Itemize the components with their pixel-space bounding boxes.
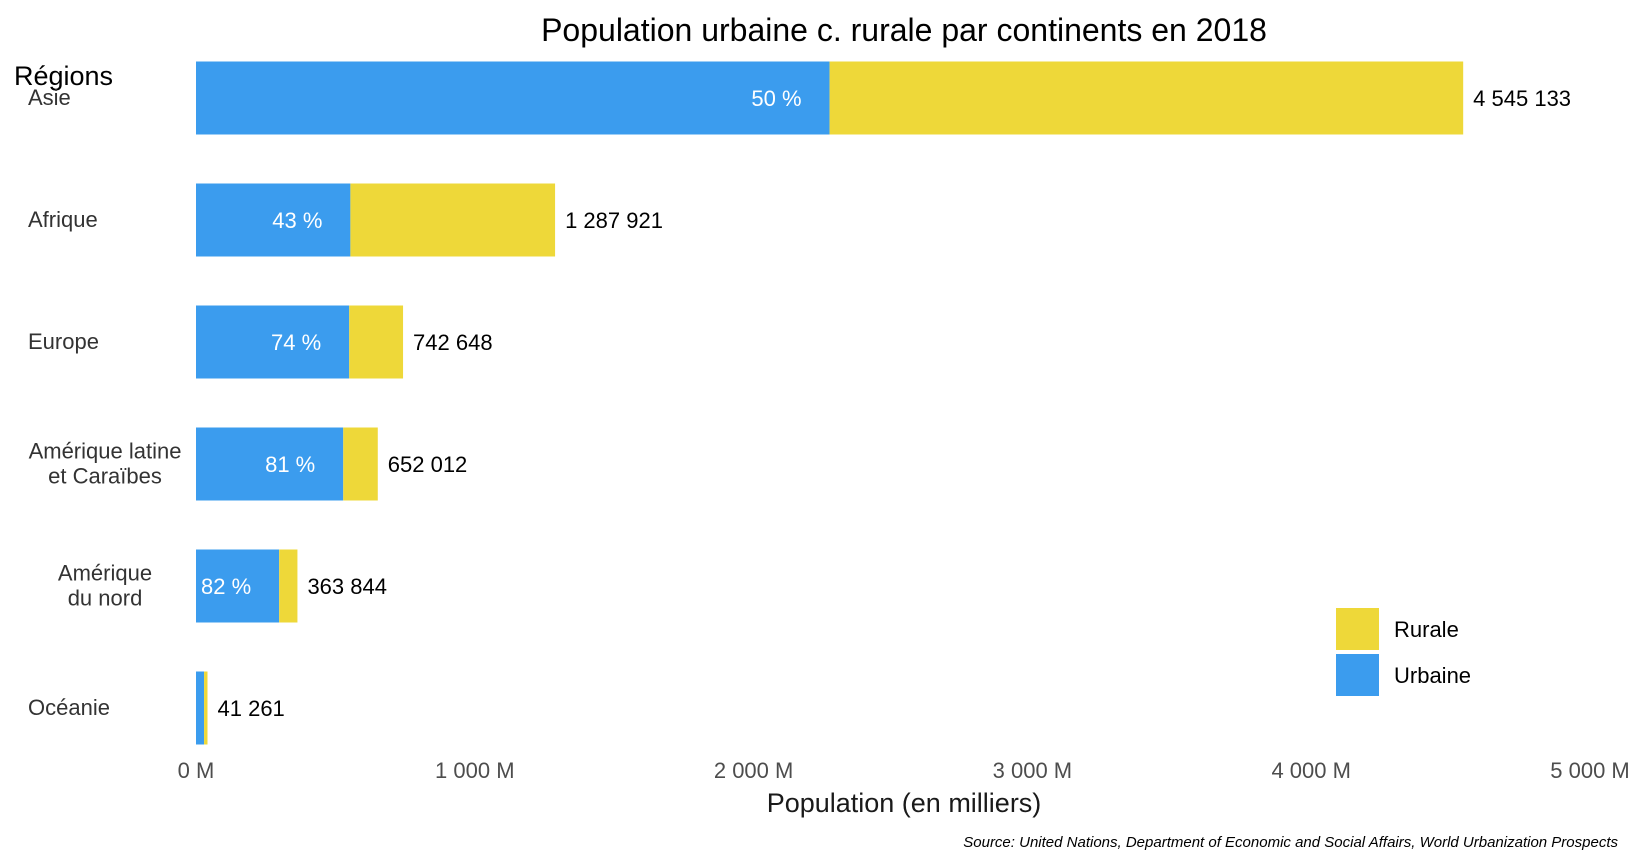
urban-share-label-afrique: 43 %: [272, 208, 322, 233]
urban-share-label-europe: 74 %: [271, 330, 321, 355]
urban-share-label-asie: 50 %: [751, 86, 801, 111]
legend-label-rurale: Rurale: [1394, 617, 1459, 642]
legend-key-urbaine: [1336, 654, 1379, 696]
category-label-afrique: Afrique: [28, 207, 98, 232]
bar-urbaine-afrique: [196, 183, 351, 257]
total-label-amerique-du-nord: 363 844: [307, 574, 387, 599]
bar-urbaine-asie: [196, 61, 830, 135]
x-tick-label-3: 3 000 M: [993, 758, 1073, 783]
total-label-afrique: 1 287 921: [565, 208, 663, 233]
x-axis-title: Population (en milliers): [767, 788, 1042, 818]
bar-rurale-amerique-latine-et-caraibes: [343, 427, 378, 501]
urban-share-label-amerique-latine-et-caraibes: 81 %: [265, 452, 315, 477]
x-tick-label-5: 5 000 M: [1550, 758, 1630, 783]
bar-rurale-oceanie: [204, 671, 208, 745]
bar-rurale-asie: [829, 61, 1464, 135]
bar-urbaine-europe: [196, 305, 350, 379]
category-label-amerique-du-nord-line-2: du nord: [68, 586, 143, 611]
category-label-amerique-latine-et-caraibes-line-1: Amérique latine: [29, 439, 182, 464]
bar-rurale-europe: [349, 305, 404, 379]
category-label-amerique-latine-et-caraibes-line-2: et Caraïbes: [48, 464, 162, 489]
total-label-oceanie: 41 261: [218, 696, 285, 721]
y-axis-title: Régions: [14, 61, 113, 91]
x-tick-label-4: 4 000 M: [1271, 758, 1351, 783]
chart-title: Population urbaine c. rurale par contine…: [541, 12, 1267, 48]
x-tick-label-1: 1 000 M: [435, 758, 515, 783]
total-label-europe: 742 648: [413, 330, 493, 355]
category-label-europe: Europe: [28, 329, 99, 354]
bar-urbaine-amerique-latine-et-caraibes: [196, 427, 344, 501]
category-label-oceanie: Océanie: [28, 695, 110, 720]
bars-group: Asie 50 % 4 545 133 Afrique 43 % 1 287 921 Eur…: [28, 61, 1571, 745]
total-label-asie: 4 545 133: [1473, 86, 1571, 111]
x-tick-label-2: 2 000 M: [714, 758, 794, 783]
urban-share-label-amerique-du-nord: 82 %: [201, 574, 251, 599]
bar-rurale-afrique: [350, 183, 556, 257]
bar-urbaine-oceanie: [196, 671, 205, 745]
x-ticks-group: 0 M 1 000 M 2 000 M 3 000 M 4 000 M 5 000 M: [178, 758, 1630, 783]
source-note: Source: United Nations, Department of Ec…: [963, 834, 1618, 851]
total-label-amerique-latine-et-caraibes: 652 012: [388, 452, 468, 477]
legend-label-urbaine: Urbaine: [1394, 663, 1471, 688]
legend-key-rurale: [1336, 608, 1379, 650]
category-label-amerique-du-nord-line-1: Amérique: [58, 561, 152, 586]
legend: Rurale Urbaine: [1336, 608, 1471, 696]
x-tick-label-0: 0 M: [178, 758, 215, 783]
category-label-asie: Asie: [28, 85, 71, 110]
bar-urbaine-amerique-du-nord: [196, 549, 280, 623]
bar-rurale-amerique-du-nord: [279, 549, 298, 623]
